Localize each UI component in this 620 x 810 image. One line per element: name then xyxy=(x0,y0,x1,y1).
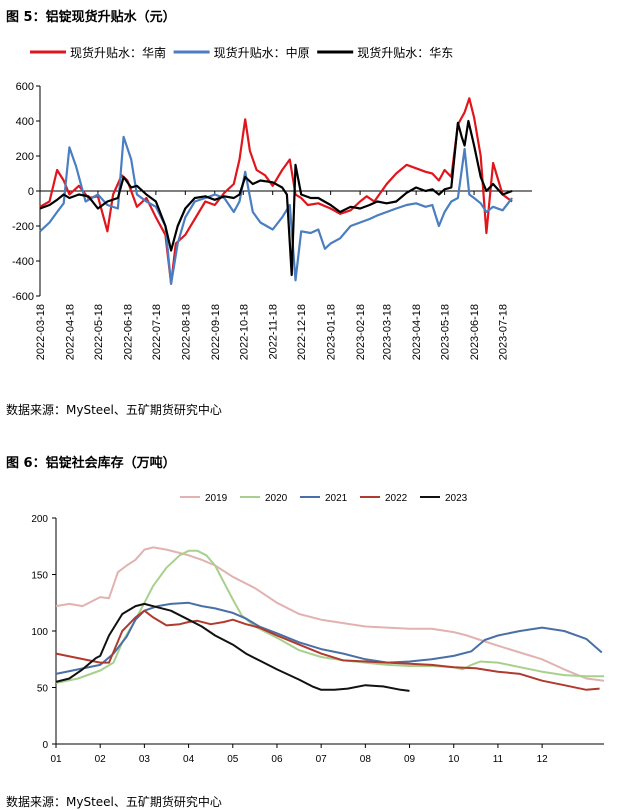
x-tick-label: 2022-12-18 xyxy=(296,304,308,360)
x-tick-label: 10 xyxy=(448,754,460,765)
x-tick-label: 09 xyxy=(404,754,416,765)
series-line xyxy=(55,546,605,682)
series-line xyxy=(39,135,513,285)
series-line xyxy=(55,602,410,692)
x-tick-label: 2022-05-18 xyxy=(93,304,105,360)
figure-6-source: 数据来源：MySteel、五矿期货研究中心 xyxy=(6,795,222,809)
series-line xyxy=(39,119,513,277)
figure-6-title: 图 6：铝锭社会库存（万吨） xyxy=(6,456,176,471)
x-tick-label: 2022-07-18 xyxy=(151,304,163,360)
legend-label: 2019 xyxy=(205,493,228,504)
x-tick-label: 2022-08-18 xyxy=(180,304,192,360)
x-tick-label: 2022-09-18 xyxy=(210,304,222,360)
x-tick-label: 2023-03-18 xyxy=(382,304,394,360)
x-tick-label: 2023-06-18 xyxy=(469,304,481,360)
y-tick-label: -600 xyxy=(12,291,34,303)
x-tick-label: 2022-04-18 xyxy=(64,304,76,360)
legend-label: 2021 xyxy=(325,493,348,504)
x-tick-label: 2022-03-18 xyxy=(35,304,47,360)
y-tick-label: 150 xyxy=(31,571,48,582)
y-tick-label: 100 xyxy=(31,627,48,638)
series-line xyxy=(55,601,603,675)
x-tick-label: 2023-04-18 xyxy=(411,304,423,360)
y-tick-label: 0 xyxy=(42,740,48,751)
x-tick-label: 2023-07-18 xyxy=(498,304,510,360)
y-tick-label: 200 xyxy=(31,514,48,525)
x-tick-label: 06 xyxy=(271,754,283,765)
series-line xyxy=(55,609,600,691)
x-tick-label: 08 xyxy=(360,754,372,765)
y-tick-label: 0 xyxy=(28,186,34,198)
x-tick-label: 03 xyxy=(139,754,151,765)
legend-label: 2023 xyxy=(445,493,468,504)
x-tick-label: 2023-02-18 xyxy=(355,304,367,360)
x-tick-label: 11 xyxy=(493,754,504,765)
figure-5-source: 数据来源：MySteel、五矿期货研究中心 xyxy=(6,403,222,417)
x-tick-label: 01 xyxy=(50,754,62,765)
y-tick-label: -200 xyxy=(12,221,34,233)
y-tick-label: 50 xyxy=(37,684,49,695)
x-tick-label: 02 xyxy=(95,754,107,765)
x-tick-label: 07 xyxy=(316,754,328,765)
x-tick-label: 2023-05-18 xyxy=(440,304,452,360)
x-tick-label: 04 xyxy=(183,754,195,765)
x-tick-label: 05 xyxy=(227,754,239,765)
figure-5-title: 图 5：铝锭现货升贴水（元） xyxy=(6,10,176,25)
x-tick-label: 2023-01-18 xyxy=(326,304,338,360)
x-tick-label: 2022-11-18 xyxy=(268,304,280,359)
legend-label: 现货升贴水：中原 xyxy=(214,45,310,60)
x-tick-label: 2022-06-18 xyxy=(122,304,134,360)
legend-label: 2022 xyxy=(385,493,408,504)
series-line xyxy=(55,549,604,684)
y-tick-label: 600 xyxy=(16,81,34,93)
x-tick-label: 12 xyxy=(537,754,549,765)
legend-label: 2020 xyxy=(265,493,288,504)
x-tick-label: 2022-10-18 xyxy=(238,304,250,360)
legend-label: 现货升贴水：华东 xyxy=(357,45,453,60)
y-tick-label: 200 xyxy=(16,151,34,163)
legend-label: 现货升贴水：华南 xyxy=(70,45,166,60)
y-tick-label: -400 xyxy=(12,256,34,268)
y-tick-label: 400 xyxy=(16,116,34,128)
